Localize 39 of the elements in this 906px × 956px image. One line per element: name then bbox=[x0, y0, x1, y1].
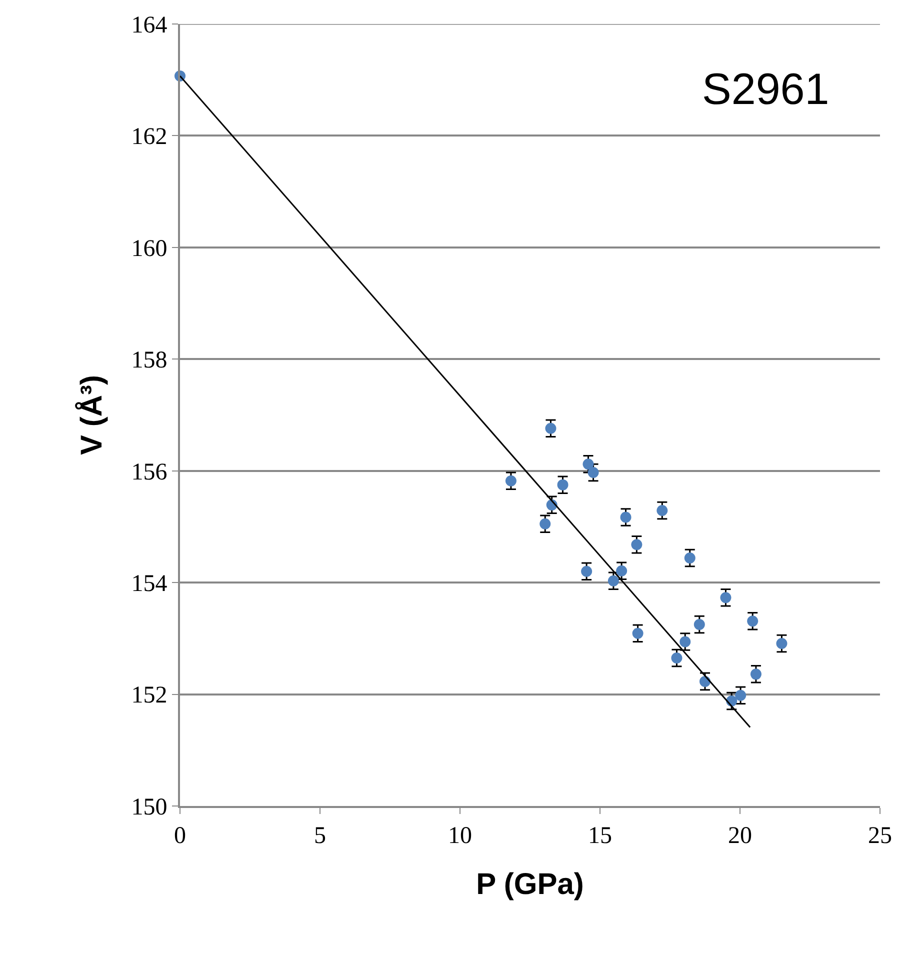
point bbox=[581, 566, 592, 577]
point bbox=[720, 592, 732, 604]
x-axis-title: P (GPa) bbox=[476, 868, 584, 901]
point bbox=[776, 638, 788, 649]
y-tick-label: 158 bbox=[131, 348, 168, 374]
x-tick-label: 10 bbox=[448, 822, 472, 849]
point bbox=[750, 668, 762, 680]
y-tick-label: 154 bbox=[131, 570, 168, 597]
point bbox=[684, 552, 696, 564]
point bbox=[694, 618, 705, 630]
point bbox=[582, 458, 594, 470]
point bbox=[545, 422, 556, 434]
y-tick-label: 150 bbox=[131, 794, 168, 820]
point bbox=[608, 575, 619, 586]
point bbox=[540, 518, 551, 530]
point bbox=[747, 616, 758, 627]
y-tick-label: 164 bbox=[131, 12, 168, 38]
point bbox=[588, 467, 599, 478]
x-tick-label: 20 bbox=[728, 822, 752, 849]
point bbox=[631, 539, 642, 550]
annotation: S2961 bbox=[702, 65, 830, 114]
point bbox=[735, 690, 746, 701]
point bbox=[671, 652, 682, 664]
point bbox=[505, 475, 516, 486]
y-tick-label: 160 bbox=[131, 236, 168, 262]
y-axis-title: V (Å³) bbox=[74, 375, 109, 455]
x-tick-label: 15 bbox=[588, 822, 612, 849]
point bbox=[620, 512, 632, 523]
point bbox=[656, 505, 668, 516]
y-tick-label: 156 bbox=[131, 459, 168, 486]
x-tick-label: 25 bbox=[868, 822, 892, 849]
point bbox=[680, 636, 691, 648]
point bbox=[557, 479, 568, 490]
y-tick-label: 152 bbox=[131, 682, 168, 709]
x-tick-label: 5 bbox=[314, 822, 326, 849]
point bbox=[616, 565, 628, 576]
x-tick-label: 0 bbox=[174, 822, 186, 849]
point bbox=[632, 628, 644, 639]
y-tick-label: 162 bbox=[131, 124, 168, 150]
